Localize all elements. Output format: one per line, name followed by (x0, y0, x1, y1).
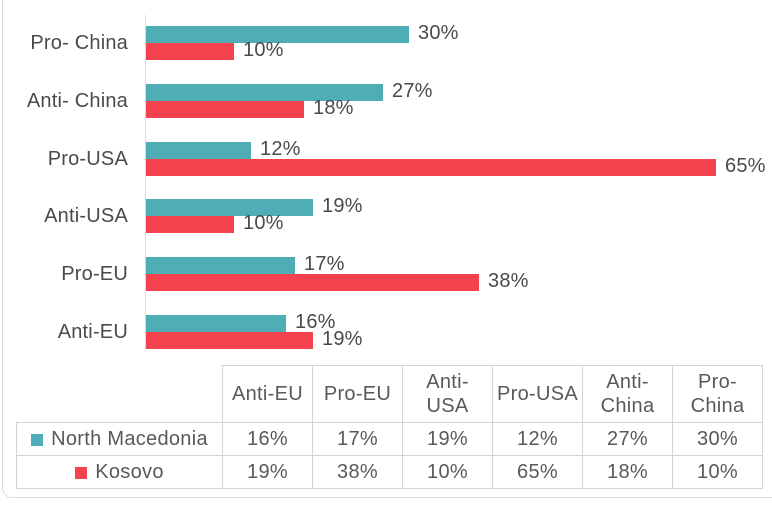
bar-kosovo-anti-usa (146, 216, 234, 233)
series-label-cell-north-macedonia: North Macedonia (16, 422, 223, 456)
table-header-pro-china: Pro- China (672, 365, 763, 423)
category-label-anti-china: Anti- China (26, 90, 128, 112)
table-header-pro-usa: Pro-USA (492, 365, 583, 423)
table-cell-north-macedonia-anti-usa: 19% (402, 422, 493, 456)
table-header-row: Anti-EU Pro-EU Anti- USA Pro-USA Anti- China… (16, 365, 763, 423)
table-cell-north-macedonia-pro-usa: 12% (492, 422, 583, 456)
series-label-cell-kosovo: Kosovo (16, 455, 223, 489)
table-cell-kosovo-pro-china: 10% (672, 455, 763, 489)
value-label-kosovo-anti-eu: 19% (322, 328, 363, 350)
value-label-kosovo-pro-eu: 38% (488, 270, 529, 292)
value-label-north-macedonia-anti-eu: 16% (295, 311, 336, 333)
category-label-anti-eu: Anti-EU (57, 321, 128, 343)
value-label-kosovo-anti-usa: 10% (243, 212, 284, 234)
value-label-north-macedonia-anti-china: 27% (392, 80, 433, 102)
bar-kosovo-pro-eu (146, 274, 479, 291)
bar-north-macedonia-anti-china (146, 84, 383, 101)
value-label-north-macedonia-pro-eu: 17% (304, 253, 345, 275)
bar-north-macedonia-pro-eu (146, 257, 295, 274)
table-cell-north-macedonia-pro-eu: 17% (312, 422, 403, 456)
value-label-north-macedonia-anti-usa: 19% (322, 195, 363, 217)
series-name: North Macedonia (51, 427, 208, 450)
bar-north-macedonia-pro-usa (146, 142, 251, 159)
table-cell-kosovo-anti-china: 18% (582, 455, 673, 489)
chart-data-table: Anti-EU Pro-EU Anti- USA Pro-USA Anti- China… (16, 365, 763, 489)
table-cell-north-macedonia-pro-china: 30% (672, 422, 763, 456)
legend-swatch-kosovo (75, 466, 88, 479)
bar-north-macedonia-anti-eu (146, 315, 286, 332)
bar-kosovo-pro-usa (146, 159, 716, 176)
table-cell-kosovo-pro-usa: 65% (492, 455, 583, 489)
grouped-bar-chart: Pro- China 30% 10% Anti- China 27% 18% Pro-USA… (26, 15, 766, 350)
category-label-pro-eu: Pro-EU (61, 263, 128, 285)
series-name: Kosovo (95, 460, 164, 483)
category-label-anti-usa: Anti-USA (44, 205, 128, 227)
bar-kosovo-anti-china (146, 101, 304, 118)
table-corner-cell (16, 365, 223, 423)
bar-kosovo-anti-eu (146, 332, 313, 349)
table-header-anti-usa: Anti- USA (402, 365, 493, 423)
table-cell-north-macedonia-anti-eu: 16% (222, 422, 313, 456)
category-label-pro-china: Pro- China (30, 32, 128, 54)
table-row-kosovo: Kosovo 19% 38% 10% 65% 18% 10% (16, 455, 763, 489)
category-label-pro-usa: Pro-USA (47, 148, 128, 170)
value-label-kosovo-pro-usa: 65% (725, 155, 766, 177)
table-cell-north-macedonia-anti-china: 27% (582, 422, 673, 456)
table-header-pro-eu: Pro-EU (312, 365, 403, 423)
bar-north-macedonia-anti-usa (146, 199, 313, 216)
table-header-anti-china: Anti- China (582, 365, 673, 423)
category-axis-line (145, 15, 146, 350)
bar-north-macedonia-pro-china (146, 26, 409, 43)
value-label-north-macedonia-pro-usa: 12% (260, 138, 301, 160)
legend-swatch-north-macedonia (31, 433, 44, 446)
table-row-north-macedonia: North Macedonia 16% 17% 19% 12% 27% 30% (16, 422, 763, 456)
table-cell-kosovo-pro-eu: 38% (312, 455, 403, 489)
value-label-kosovo-pro-china: 10% (243, 39, 284, 61)
table-header-anti-eu: Anti-EU (222, 365, 313, 423)
value-label-north-macedonia-pro-china: 30% (418, 22, 459, 44)
table-cell-kosovo-anti-usa: 10% (402, 455, 493, 489)
table-cell-kosovo-anti-eu: 19% (222, 455, 313, 489)
bar-kosovo-pro-china (146, 43, 234, 60)
value-label-kosovo-anti-china: 18% (313, 97, 354, 119)
